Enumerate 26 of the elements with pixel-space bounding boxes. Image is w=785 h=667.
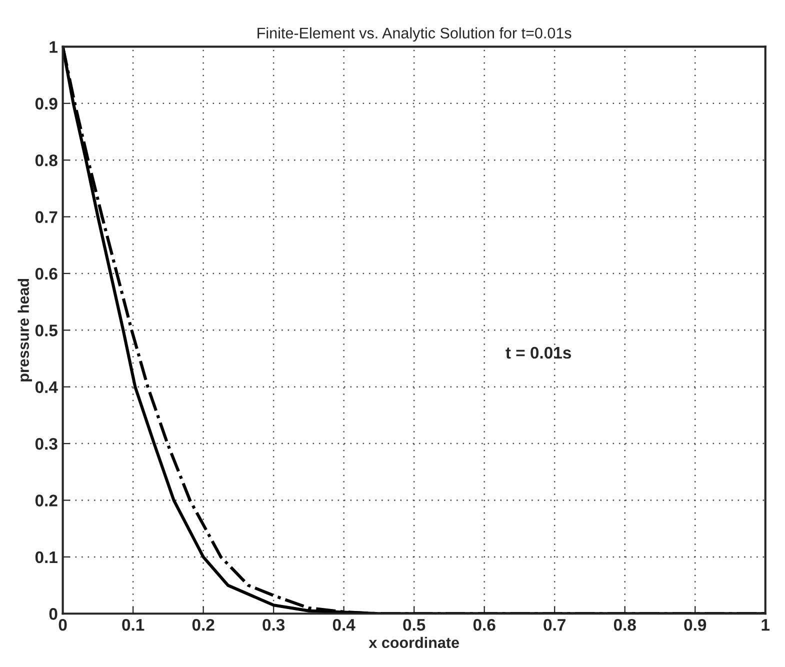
x-tick-label: 0.5	[403, 618, 426, 631]
x-tick-label: 0.7	[544, 618, 566, 631]
y-axis-title: pressure head	[18, 278, 32, 382]
x-tick-label: 1	[762, 619, 770, 631]
x-tick-label: 0.2	[192, 618, 214, 631]
x-tick-label: 0.9	[684, 618, 706, 631]
x-tick-label: 0.4	[332, 618, 356, 631]
x-tick-label: 0	[58, 618, 67, 631]
y-tick-label: 0.6	[35, 268, 58, 280]
y-tick-label: 0	[49, 608, 58, 620]
y-tick-label: 0.5	[35, 324, 58, 336]
y-tick-label: 1	[50, 41, 58, 53]
x-tick-label: 0.6	[473, 618, 496, 631]
x-axis-title: x coordinate	[368, 636, 459, 648]
x-tick-label: 0.8	[614, 618, 636, 631]
y-tick-label: 0.3	[35, 438, 58, 450]
y-tick-label: 0.1	[35, 551, 58, 564]
y-tick-label: 0.8	[35, 154, 58, 166]
chart-title: Finite-Element vs. Analytic Solution for t=0.01s	[258, 27, 572, 42]
y-tick-label: 0.2	[35, 494, 58, 506]
x-tick-label: 0.3	[262, 618, 285, 631]
x-tick-label: 0.1	[122, 618, 144, 631]
y-tick-label: 0.7	[35, 211, 58, 223]
annotation: t = 0.01s	[506, 346, 571, 359]
y-tick-label: 0.9	[35, 98, 58, 110]
y-tick-label: 0.4	[35, 381, 58, 394]
